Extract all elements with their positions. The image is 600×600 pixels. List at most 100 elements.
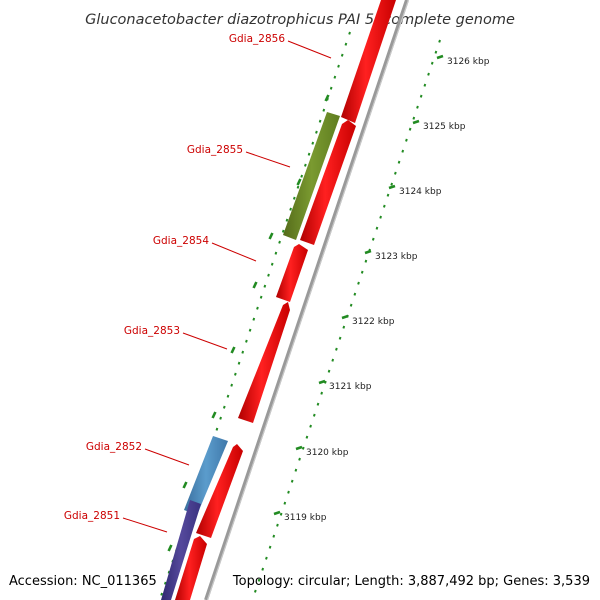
major-tick: [341, 314, 349, 320]
accession-text: Accession: NC_011365: [9, 574, 157, 589]
tick-dot: [397, 160, 401, 164]
tick-dot: [296, 185, 300, 189]
tick-dot: [349, 303, 353, 307]
tick-dot: [427, 72, 430, 76]
tick-dot: [371, 237, 375, 241]
tick-dot: [386, 193, 390, 197]
gene-label[interactable]: Gdia_2854: [153, 235, 209, 247]
tick-dot: [256, 306, 259, 310]
tick-dot: [222, 405, 226, 409]
tick-dot: [348, 31, 351, 35]
tick-dot: [401, 149, 405, 153]
tick-dot: [342, 325, 346, 329]
tick-dot: [301, 446, 305, 450]
tick-dot: [290, 479, 294, 483]
tick-dot: [287, 490, 290, 494]
tick-dot: [254, 589, 257, 593]
scale-label: 3119 kbp: [284, 513, 327, 523]
tick-dot: [338, 336, 342, 340]
tick-dot: [270, 262, 274, 266]
gene-feature-gdia-2853[interactable]: [238, 302, 290, 423]
tick-dot: [405, 138, 408, 142]
major-tick: [273, 510, 281, 516]
gene-label[interactable]: Gdia_2852: [86, 441, 142, 453]
gene-feature-gdia-2856[interactable]: [341, 0, 396, 123]
tick-dot: [316, 402, 320, 406]
scale-label: 3125 kbp: [423, 122, 466, 132]
tick-dot: [379, 215, 382, 219]
tick-dot: [219, 416, 222, 420]
tick-dot: [304, 163, 307, 167]
gene-feature-gdia-2854[interactable]: [276, 244, 308, 302]
scale-label: 3123 kbp: [375, 252, 418, 262]
tick-dot: [230, 383, 234, 387]
tick-dot: [364, 259, 368, 263]
tick-dot: [419, 94, 423, 98]
forward-strand-features: [175, 0, 396, 600]
gene-feature-gdia-2855[interactable]: [283, 112, 340, 240]
tick-dot: [261, 567, 265, 571]
tick-dot: [315, 130, 318, 134]
major-tick: [412, 119, 420, 125]
tick-dot: [337, 64, 340, 68]
major-tick: [167, 544, 173, 552]
tick-dot: [160, 592, 164, 596]
tick-dot: [226, 394, 230, 398]
tick-dot: [274, 251, 278, 255]
tick-dot: [329, 86, 333, 90]
tick-dot: [245, 339, 248, 343]
tick-dot: [408, 127, 412, 131]
tick-dot: [335, 347, 338, 351]
tick-dot: [309, 424, 312, 428]
gene-label[interactable]: Gdia_2856: [229, 33, 285, 45]
tick-dot: [331, 358, 335, 362]
tick-dot: [333, 75, 337, 79]
tick-dot: [259, 295, 263, 299]
gene-feature-gdia-2855-forward[interactable]: [300, 120, 356, 245]
tick-dot: [311, 141, 315, 145]
tick-dot: [279, 512, 283, 516]
tick-dot: [276, 523, 279, 527]
tick-dot: [353, 292, 357, 296]
tick-dot: [416, 105, 419, 109]
gene-feature-gdia-2852[interactable]: [184, 436, 228, 515]
major-tick: [182, 481, 188, 489]
tick-dot: [285, 218, 289, 222]
tick-dot: [234, 372, 237, 376]
gene-feature-gdia-2851-forward[interactable]: [175, 536, 207, 600]
tick-dot: [298, 457, 301, 461]
major-tick: [324, 94, 330, 102]
tick-dot: [289, 207, 292, 211]
gene-label[interactable]: Gdia_2855: [187, 144, 243, 156]
major-tick: [252, 281, 258, 289]
tick-dot: [215, 427, 219, 431]
tick-dot: [382, 204, 386, 208]
gene-feature-gdia-2852-forward[interactable]: [196, 444, 243, 538]
tick-dot: [248, 328, 252, 332]
major-tick: [296, 178, 302, 186]
tick-dot: [327, 369, 331, 373]
tick-dot: [357, 281, 360, 285]
tick-dot: [322, 108, 326, 112]
tick-dot: [281, 229, 285, 233]
tick-dot: [241, 350, 245, 354]
tick-dot: [344, 42, 348, 46]
major-tick: [230, 346, 236, 354]
gene-label[interactable]: Gdia_2851: [64, 510, 120, 522]
tick-dot: [430, 61, 434, 65]
major-tick: [295, 445, 303, 451]
gene-feature-gdia-2851[interactable]: [161, 500, 201, 600]
tick-dot: [263, 284, 267, 288]
tick-dot: [307, 152, 311, 156]
inner-tick-track: 3126 kbp 3125 kbp 3124 kbp 3123 kbp 3122 kbp…: [254, 39, 490, 593]
scale-label: 3121 kbp: [329, 382, 372, 392]
gene-labels: Gdia_2856 Gdia_2855 Gdia_2854 Gdia_2853 …: [64, 33, 332, 533]
tick-dot: [340, 53, 344, 57]
gene-label[interactable]: Gdia_2853: [124, 325, 180, 337]
tick-dot: [268, 545, 272, 549]
tick-dot: [278, 240, 281, 244]
major-tick: [318, 379, 326, 385]
major-tick: [364, 249, 372, 255]
major-tick: [388, 184, 396, 190]
